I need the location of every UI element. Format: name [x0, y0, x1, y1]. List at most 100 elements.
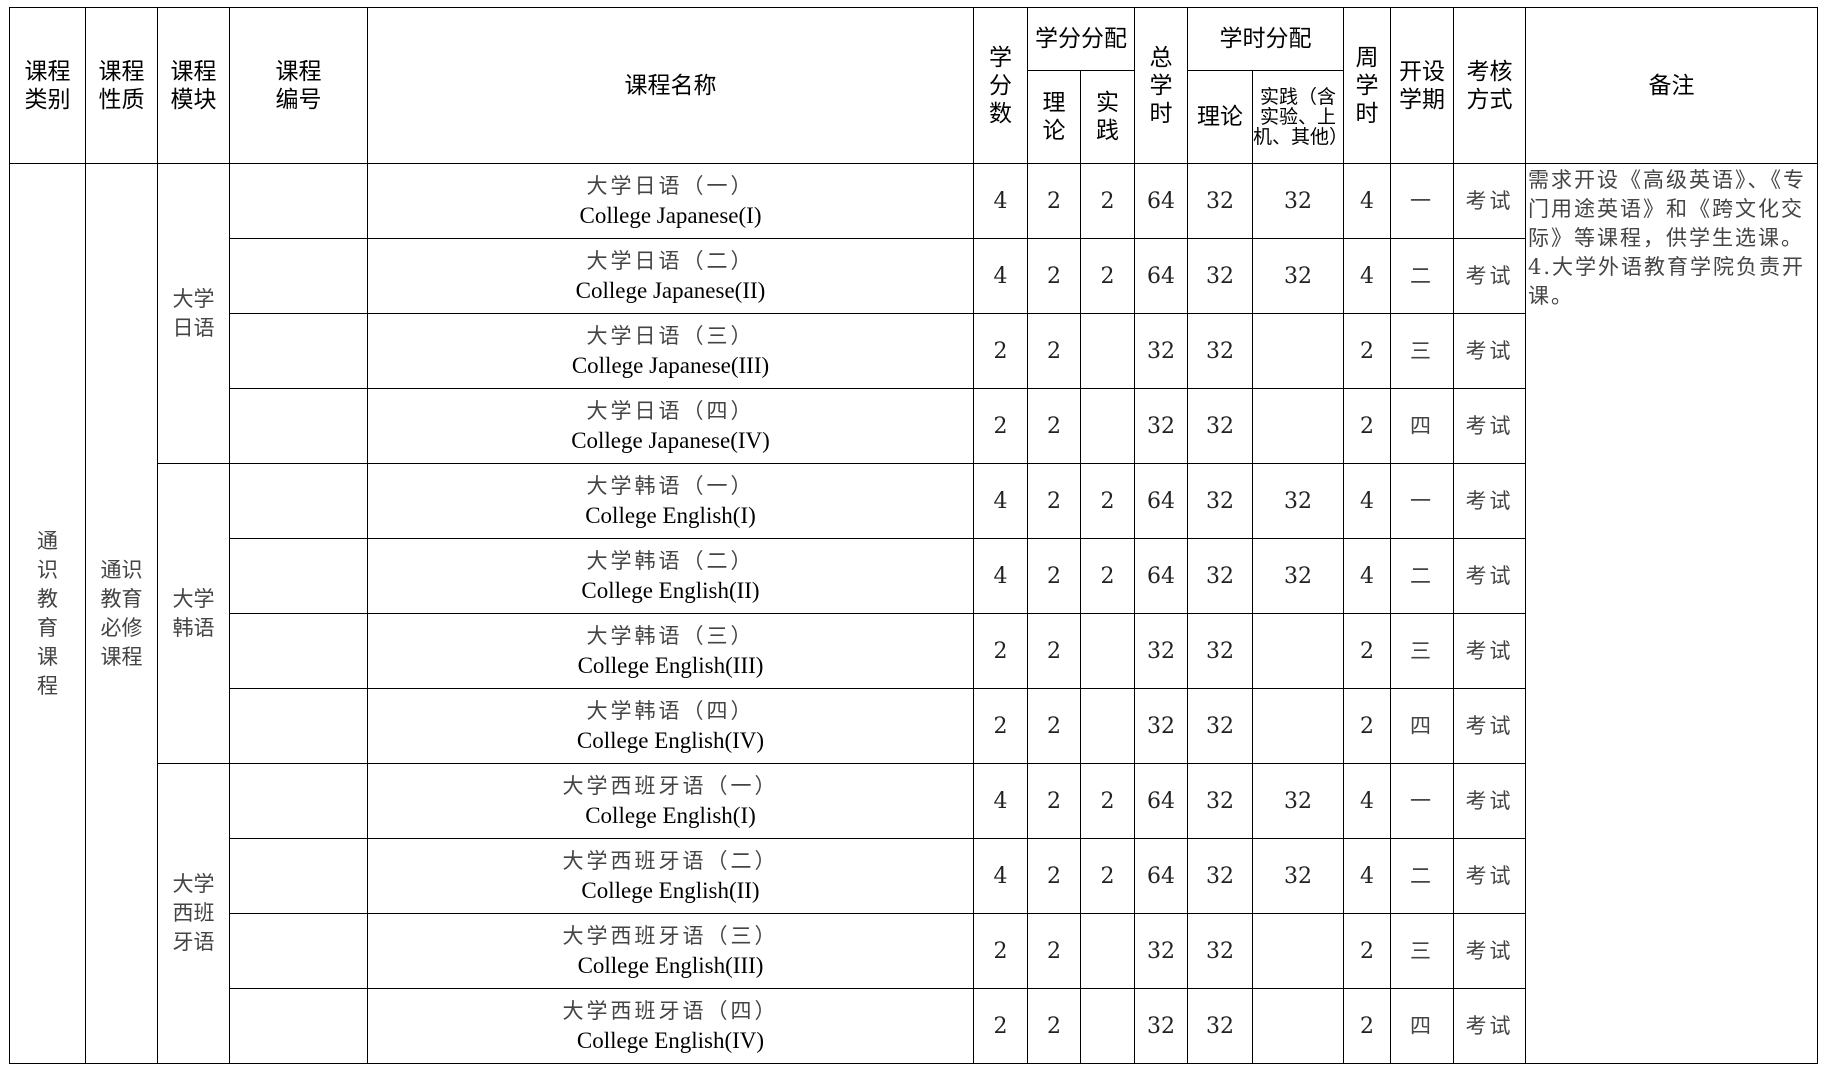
module-cell: 大学日语 — [157, 163, 230, 464]
nature-cell: 通识教育必修课程 — [85, 163, 158, 1064]
total-cell: 64 — [1134, 463, 1188, 539]
course-name-cell: 大学西班牙语（三） College English(III) — [367, 913, 974, 989]
code-cell — [229, 913, 368, 989]
table-row: 通识教育课程 通识教育必修课程 大学日语 大学日语（一） College Japanes… — [9, 163, 1818, 1064]
course-name-en: College English(II) — [581, 878, 760, 903]
hp-cell: 32 — [1252, 763, 1344, 839]
module-cell: 大学韩语 — [157, 463, 230, 764]
course-name-en: College Japanese(II) — [575, 278, 766, 303]
sem-cell: 四 — [1390, 688, 1454, 764]
course-name-en: College English(I) — [585, 803, 756, 828]
ct-cell: 2 — [1027, 988, 1081, 1064]
course-name-cell: 大学日语（二） College Japanese(II) — [367, 238, 974, 314]
course-name-cell: 大学日语（三） College Japanese(III) — [367, 313, 974, 389]
code-cell — [229, 763, 368, 839]
weekly-cell: 4 — [1343, 538, 1391, 614]
code-cell — [229, 463, 368, 539]
weekly-cell: 4 — [1343, 163, 1391, 239]
weekly-cell: 2 — [1343, 388, 1391, 464]
header-category: 课程类别 — [9, 7, 86, 164]
table-row: 大学日语（三） College Japanese(III) 2 2 32 32 2 三考试 — [10, 313, 1818, 389]
course-name-en: College English(I) — [585, 503, 756, 528]
cp-cell — [1080, 388, 1135, 464]
assess-cell: 考试 — [1453, 238, 1526, 314]
ct-cell: 2 — [1027, 313, 1081, 389]
weekly-cell: 4 — [1343, 463, 1391, 539]
weekly-cell: 4 — [1343, 238, 1391, 314]
assess-cell: 考试 — [1453, 688, 1526, 764]
credits-cell: 2 — [973, 913, 1028, 989]
ht-cell: 32 — [1187, 988, 1253, 1064]
code-cell — [229, 688, 368, 764]
ht-cell: 32 — [1187, 913, 1253, 989]
sem-cell: 四 — [1390, 388, 1454, 464]
table-row: 大学韩语 大学韩语（一） College English(I) 4 2 2 64 32 32 4 一… — [10, 463, 1818, 764]
course-name-en: College English(IV) — [576, 1028, 765, 1053]
total-cell: 64 — [1134, 838, 1188, 914]
header-credit-theory: 理论 — [1027, 70, 1081, 164]
course-name-cell: 大学西班牙语（一） College English(I) — [367, 763, 974, 839]
course-name-cell: 大学日语（一） College Japanese(I) — [367, 163, 974, 239]
table-row: 大学韩语（二） College English(II) 4 2 2 64 32 32 4 二考试 — [10, 538, 1818, 614]
course-name-cell: 大学日语（四） College Japanese(IV) — [367, 388, 974, 464]
ht-cell: 32 — [1187, 313, 1253, 389]
hp-cell — [1252, 688, 1344, 764]
course-name-cell: 大学韩语（三） College English(III) — [367, 613, 974, 689]
total-cell: 64 — [1134, 238, 1188, 314]
weekly-cell: 2 — [1343, 988, 1391, 1064]
course-name-en: College English(III) — [577, 653, 764, 678]
assess-cell: 考试 — [1453, 838, 1526, 914]
table-row: 大学西班牙语 大学西班牙语（一） College English(I) 4 2 2 64 32… — [10, 763, 1818, 1064]
assess-cell: 考试 — [1453, 388, 1526, 464]
table-row: 大学韩语（三） College English(III) 2 2 32 32 2 三考试 — [10, 613, 1818, 689]
ht-cell: 32 — [1187, 538, 1253, 614]
total-cell: 32 — [1134, 688, 1188, 764]
total-cell: 32 — [1134, 613, 1188, 689]
sem-cell: 一 — [1390, 163, 1454, 239]
cp-cell: 2 — [1080, 838, 1135, 914]
remarks-text: 需求开设《高级英语》、《专门用途英语》和《跨文化交际》等课程，供学生选课。 4.… — [1528, 168, 1806, 308]
ct-cell: 2 — [1027, 163, 1081, 239]
category-cell: 通识教育课程 — [9, 163, 86, 1064]
course-name-cn: 大学日语（三） — [586, 324, 755, 348]
sem-cell: 三 — [1390, 613, 1454, 689]
header-total-hours: 总学时 — [1134, 7, 1188, 164]
code-cell — [229, 988, 368, 1064]
header-credit-split: 学分分配 — [1027, 7, 1135, 71]
ct-cell: 2 — [1027, 763, 1081, 839]
credits-cell: 4 — [973, 238, 1028, 314]
weekly-cell: 4 — [1343, 763, 1391, 839]
course-name-cn: 大学日语（一） — [586, 174, 755, 198]
course-name-en: College English(III) — [577, 953, 764, 978]
header-hour-practice: 实践（含实验、上机、其他） — [1252, 70, 1348, 164]
cp-cell: 2 — [1080, 163, 1135, 239]
course-name-cell: 大学韩语（二） College English(II) — [367, 538, 974, 614]
assess-cell: 考试 — [1453, 538, 1526, 614]
ct-cell: 2 — [1027, 688, 1081, 764]
course-name-en: College English(II) — [581, 578, 760, 603]
cp-cell: 2 — [1080, 238, 1135, 314]
total-cell: 32 — [1134, 388, 1188, 464]
hp-cell — [1252, 988, 1344, 1064]
assess-cell: 考试 — [1453, 313, 1526, 389]
credits-cell: 2 — [973, 313, 1028, 389]
cp-cell: 2 — [1080, 538, 1135, 614]
course-name-cn: 大学西班牙语（二） — [562, 849, 779, 873]
cp-cell: 2 — [1080, 463, 1135, 539]
header-credits: 学分数 — [973, 7, 1028, 164]
header-module: 课程模块 — [157, 7, 230, 164]
course-name-en: College Japanese(IV) — [571, 428, 770, 453]
sem-cell: 三 — [1390, 313, 1454, 389]
code-cell — [229, 613, 368, 689]
ht-cell: 32 — [1187, 613, 1253, 689]
ht-cell: 32 — [1187, 238, 1253, 314]
header-remarks: 备注 — [1525, 7, 1818, 164]
weekly-cell: 4 — [1343, 838, 1391, 914]
code-cell — [229, 538, 368, 614]
weekly-cell: 2 — [1343, 313, 1391, 389]
code-cell — [229, 163, 368, 239]
ht-cell: 32 — [1187, 163, 1253, 239]
header-hour-split: 学时分配 — [1187, 7, 1344, 71]
course-name-cn: 大学日语（四） — [586, 399, 755, 423]
header-weekly-hours: 周学时 — [1343, 7, 1391, 164]
